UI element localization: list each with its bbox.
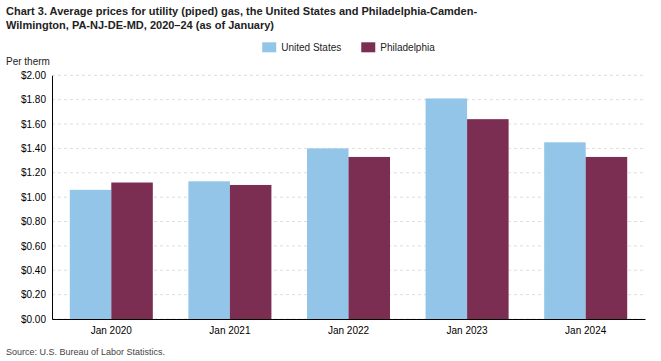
x-tick: Jan 2020	[91, 319, 133, 336]
bar	[426, 98, 468, 319]
y-tick-label: $1.20	[21, 167, 46, 178]
legend-item: Philadelphia	[361, 42, 435, 53]
grid-line	[52, 124, 645, 125]
x-tick-label: Jan 2024	[565, 325, 607, 336]
y-tick-label: $0.00	[21, 314, 46, 325]
y-tick-label: $0.40	[21, 265, 46, 276]
y-tick-label: $0.20	[21, 289, 46, 300]
y-tick: $1.20	[21, 167, 52, 178]
x-tick-label: Jan 2021	[209, 325, 251, 336]
x-tick: Jan 2023	[447, 319, 489, 336]
y-tick-label: $1.40	[21, 143, 46, 154]
bar	[349, 157, 391, 319]
grid	[52, 75, 645, 319]
x-axis-line	[53, 319, 646, 320]
y-tick-label: $1.80	[21, 94, 46, 105]
x-axis: Jan 2020 Jan 2021 Jan 2022 Jan 2023 Jan 2024	[53, 319, 646, 336]
bar	[230, 185, 272, 319]
y-tick: $0.60	[21, 241, 52, 252]
title: Chart 3. Average prices for utility (pip…	[6, 5, 477, 31]
legend: United States Philadelphia	[262, 42, 435, 53]
x-tick-label: Jan 2020	[91, 325, 133, 336]
x-tick: Jan 2021	[209, 319, 251, 336]
legend-label: Philadelphia	[380, 42, 435, 53]
y-axis-line	[52, 76, 53, 320]
x-tick-label: Jan 2023	[447, 325, 489, 336]
legend-item: United States	[262, 42, 341, 53]
bar	[467, 119, 509, 319]
bar	[307, 148, 349, 319]
bar	[70, 190, 112, 319]
bar	[188, 181, 230, 319]
bar	[544, 142, 586, 319]
bars	[70, 98, 627, 319]
y-tick-label: $0.80	[21, 216, 46, 227]
bar-series	[111, 119, 627, 319]
y-tick: $0.20	[21, 289, 52, 300]
annotation: Source: U.S. Bureau of Labor Statistics.	[6, 347, 165, 357]
bar-series	[70, 98, 586, 319]
y-tick: $1.40	[21, 143, 52, 154]
y-tick: $1.60	[21, 119, 52, 130]
legend-label: United States	[281, 42, 341, 53]
y-tick-label: $0.60	[21, 241, 46, 252]
y-tick: $0.00	[21, 314, 52, 325]
y-tick: $2.00	[21, 70, 52, 81]
y-tick-label: $1.00	[21, 192, 46, 203]
x-tick: Jan 2022	[328, 319, 370, 336]
y-tick: $0.80	[21, 216, 52, 227]
legend-swatch	[361, 42, 375, 52]
y-axis-title: Per therm	[6, 56, 50, 67]
y-tick: $1.80	[21, 94, 52, 105]
y-tick-label: $2.00	[21, 70, 46, 81]
legend-swatch	[262, 42, 276, 52]
bar	[111, 183, 153, 319]
y-tick: $0.40	[21, 265, 52, 276]
grid-line	[52, 75, 645, 76]
grid-line	[52, 99, 645, 100]
y-tick-label: $1.60	[21, 119, 46, 130]
x-tick: Jan 2024	[565, 319, 607, 336]
plot: $0.00 $0.20 $0.40 $0.60 $0.80 $1.00 $1.20 $1.40…	[21, 70, 646, 336]
bar	[586, 157, 628, 319]
chart: Chart 3. Average prices for utility (pip…	[0, 0, 661, 361]
y-axis: $0.00 $0.20 $0.40 $0.60 $0.80 $1.00 $1.20 $1.40…	[21, 70, 53, 325]
y-tick: $1.00	[21, 192, 52, 203]
x-tick-label: Jan 2022	[328, 325, 370, 336]
